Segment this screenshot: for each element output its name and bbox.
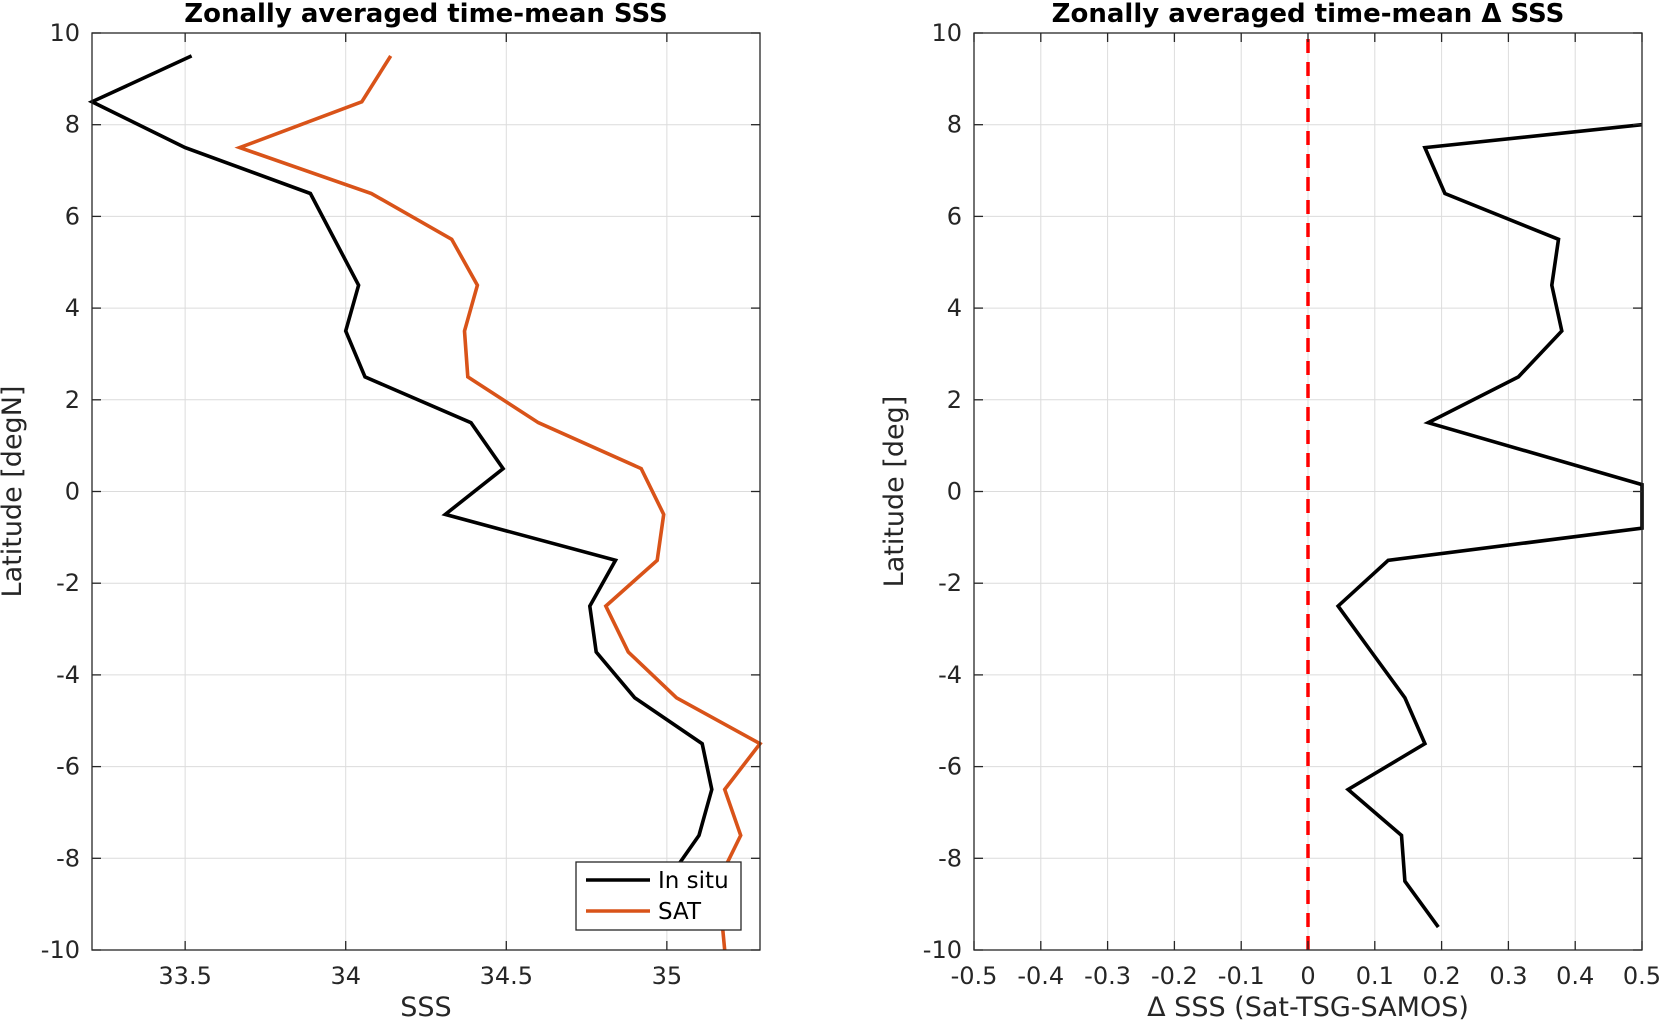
x-tick-label: 0 — [1300, 962, 1315, 990]
y-tick-label: 10 — [49, 19, 80, 47]
y-tick-label: -4 — [56, 661, 80, 689]
y-tick-label: 0 — [947, 478, 962, 506]
x-axis-label: SSS — [400, 992, 451, 1023]
series-line-in-situ — [87, 54, 714, 883]
x-tick-label: -0.4 — [1017, 962, 1064, 990]
y-tick-label: 8 — [65, 111, 80, 139]
x-tick-label: 34.5 — [480, 962, 533, 990]
y-tick-label: 6 — [947, 202, 962, 230]
tick-marks — [973, 32, 1643, 951]
chart-title: Zonally averaged time-mean Δ SSS — [1052, 0, 1565, 29]
y-tick-label: -10 — [41, 936, 80, 964]
x-tick-labels: -0.5 -0.4 -0.3 -0.2 -0.1 0 0.1 0.2 0.3 0.4 0.5 — [951, 962, 1661, 990]
y-tick-label: 6 — [65, 202, 80, 230]
legend-label-in-situ: In situ — [658, 868, 729, 894]
x-tick-label: 0.2 — [1423, 962, 1461, 990]
x-axis-label: Δ SSS (Sat-TSG-SAMOS) — [1147, 992, 1469, 1023]
y-tick-labels: 10 8 6 4 2 0 -2 -4 -6 -8 -10 — [41, 19, 80, 964]
x-tick-label: -0.3 — [1084, 962, 1131, 990]
y-tick-label: 8 — [947, 111, 962, 139]
y-tick-label: 10 — [931, 19, 962, 47]
y-tick-label: -6 — [938, 753, 962, 781]
y-tick-label: -8 — [938, 844, 962, 872]
x-tick-label: -0.2 — [1151, 962, 1198, 990]
y-axis-label: Latitude [deg] — [879, 396, 910, 588]
legend: In situ SAT — [575, 861, 742, 931]
legend-label-sat: SAT — [658, 899, 702, 925]
series-lines — [87, 54, 763, 951]
x-tick-label: 0.1 — [1356, 962, 1394, 990]
y-tick-labels: 10 8 6 4 2 0 -2 -4 -6 -8 -10 — [923, 19, 962, 964]
chart-title: Zonally averaged time-mean SSS — [184, 0, 668, 29]
y-tick-label: -4 — [938, 661, 962, 689]
x-tick-labels: 33.5 34 34.5 35 — [158, 962, 682, 990]
legend-box — [575, 861, 742, 931]
y-tick-label: -2 — [938, 569, 962, 597]
y-tick-label: -2 — [56, 569, 80, 597]
series-line-sat — [234, 54, 763, 951]
x-tick-label: -0.5 — [951, 962, 998, 990]
y-tick-label: 2 — [65, 386, 80, 414]
x-tick-label: 35 — [652, 962, 683, 990]
grid-lines — [973, 32, 1643, 951]
x-tick-label: 0.4 — [1556, 962, 1594, 990]
x-tick-label: 34 — [330, 962, 361, 990]
sss-chart-panel: 33.5 34 34.5 35 10 8 6 4 2 0 -2 -4 -6 -8 -10 Zonally … — [0, 0, 763, 1023]
x-tick-label: -0.1 — [1218, 962, 1265, 990]
x-tick-label: 33.5 — [158, 962, 211, 990]
delta-sss-chart-panel: -0.5 -0.4 -0.3 -0.2 -0.1 0 0.1 0.2 0.3 0.4 0.5 10 8… — [879, 0, 1661, 1023]
y-tick-label: 2 — [947, 386, 962, 414]
y-tick-label: -6 — [56, 753, 80, 781]
x-tick-label: 0.3 — [1489, 962, 1527, 990]
x-tick-label: 0.5 — [1623, 962, 1661, 990]
y-tick-label: -10 — [923, 936, 962, 964]
y-tick-label: 4 — [65, 294, 80, 322]
y-tick-label: 4 — [947, 294, 962, 322]
y-tick-label: -8 — [56, 844, 80, 872]
y-tick-label: 0 — [65, 478, 80, 506]
tick-marks — [92, 32, 760, 951]
y-axis-label: Latitude [degN] — [0, 386, 28, 598]
